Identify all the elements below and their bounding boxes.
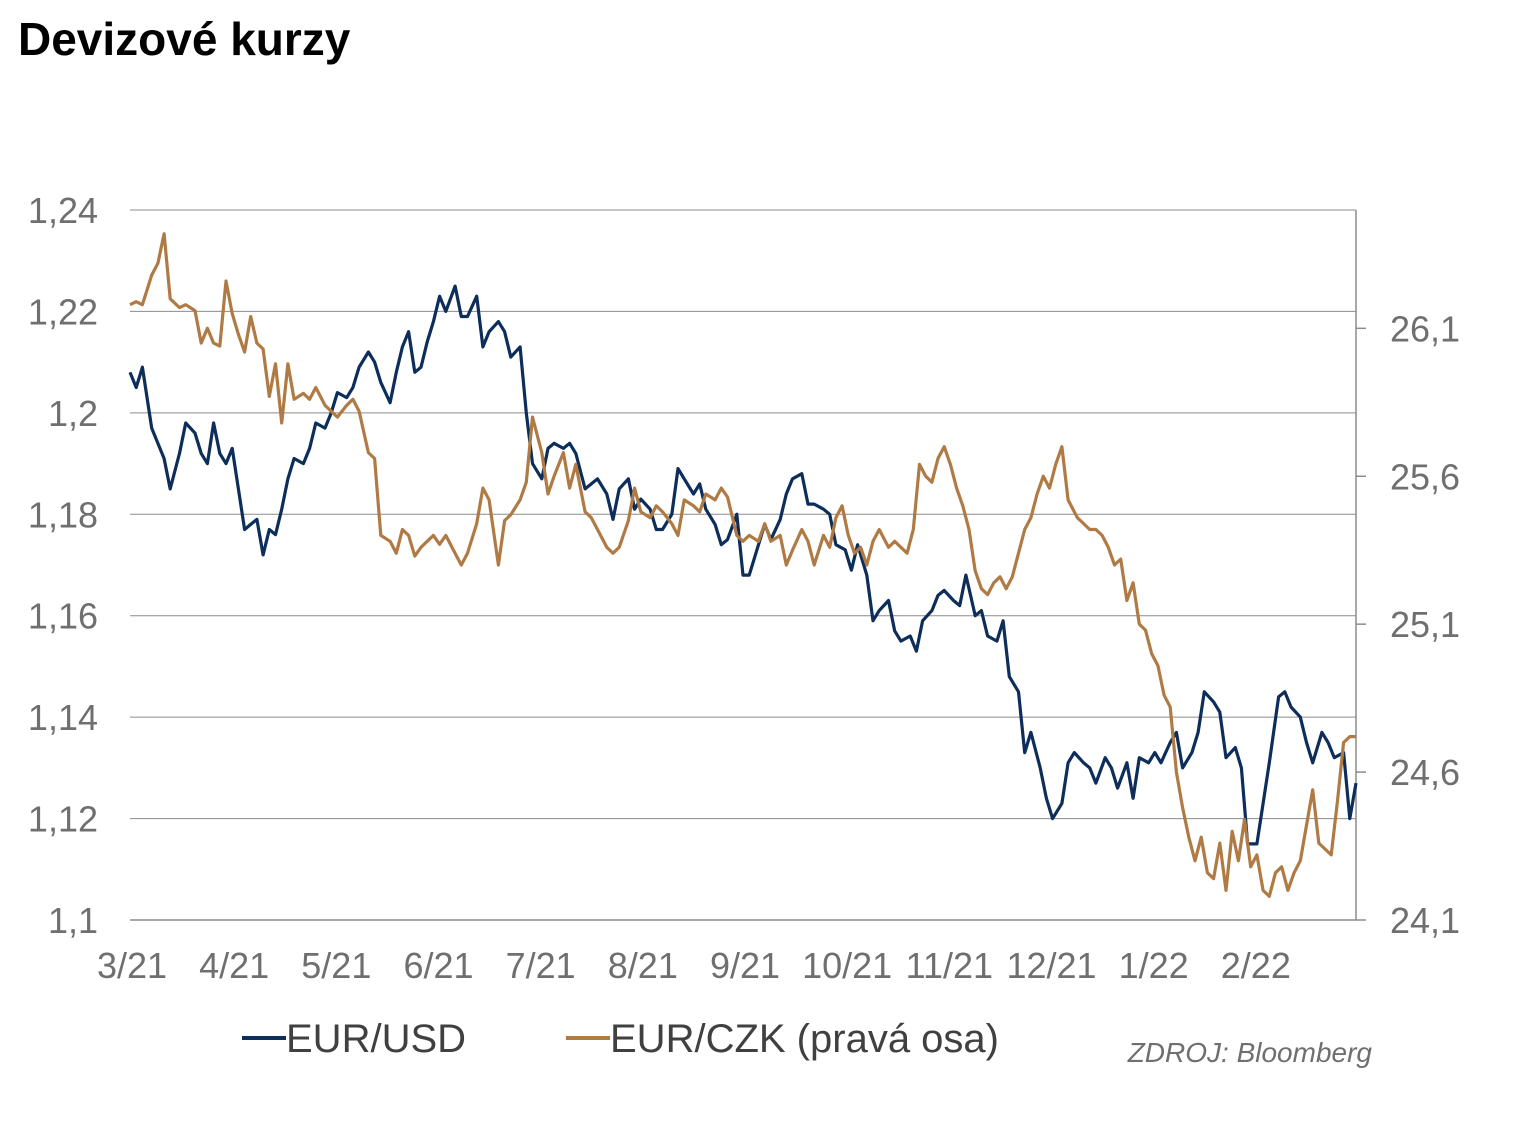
x-tick-label: 4/21	[199, 945, 269, 986]
series-line-eur-czk	[129, 232, 1356, 898]
y-left-tick-label: 1,18	[28, 494, 98, 535]
y-axis-left-ticks: 1,1 1,12 1,14 1,16 1,18 1,2 1,22 1,24	[28, 190, 98, 941]
y-right-tick-label: 26,1	[1390, 308, 1460, 349]
x-tick-label: 11/21	[906, 945, 993, 986]
legend-label: EUR/CZK (pravá osa)	[610, 1017, 999, 1061]
x-tick-label: 9/21	[710, 945, 780, 986]
y-left-tick-label: 1,1	[48, 900, 98, 941]
y-right-tick-label: 25,1	[1390, 604, 1460, 645]
x-tick-label: 3/21	[97, 945, 167, 986]
y-left-tick-label: 1,24	[28, 190, 98, 231]
source-note: ZDROJ: Bloomberg	[1127, 1037, 1373, 1068]
series-lines	[128, 232, 1358, 898]
x-tick-label: 7/21	[506, 945, 576, 986]
x-tick-label: 12/21	[1006, 945, 1096, 986]
y-axis-right-ticks: 24,1 24,6 25,1 25,6 26,1	[1356, 308, 1460, 941]
y-left-tick-label: 1,22	[28, 291, 98, 332]
y-left-tick-label: 1,2	[48, 393, 98, 434]
chart-title: Devizové kurzy	[18, 13, 351, 65]
x-tick-label: 10/21	[802, 945, 892, 986]
y-left-tick-label: 1,12	[28, 799, 98, 840]
y-right-tick-label: 25,6	[1390, 456, 1460, 497]
x-axis-ticks: 3/21 4/21 5/21 6/21 7/21 8/21 9/21 10/21 11/21 12…	[97, 945, 1291, 986]
x-tick-label: 2/22	[1221, 945, 1291, 986]
x-tick-label: 5/21	[301, 945, 371, 986]
y-right-tick-label: 24,6	[1390, 752, 1460, 793]
legend: EUR/USD EUR/CZK (pravá osa)	[242, 1017, 999, 1061]
x-tick-label: 8/21	[608, 945, 678, 986]
x-tick-label: 6/21	[403, 945, 473, 986]
y-left-tick-label: 1,14	[28, 697, 98, 738]
series-line-eur-usd	[128, 284, 1358, 846]
legend-label: EUR/USD	[286, 1017, 466, 1061]
x-tick-label: 1/22	[1119, 945, 1189, 986]
y-right-tick-label: 24,1	[1390, 900, 1460, 941]
y-left-tick-label: 1,16	[28, 596, 98, 637]
